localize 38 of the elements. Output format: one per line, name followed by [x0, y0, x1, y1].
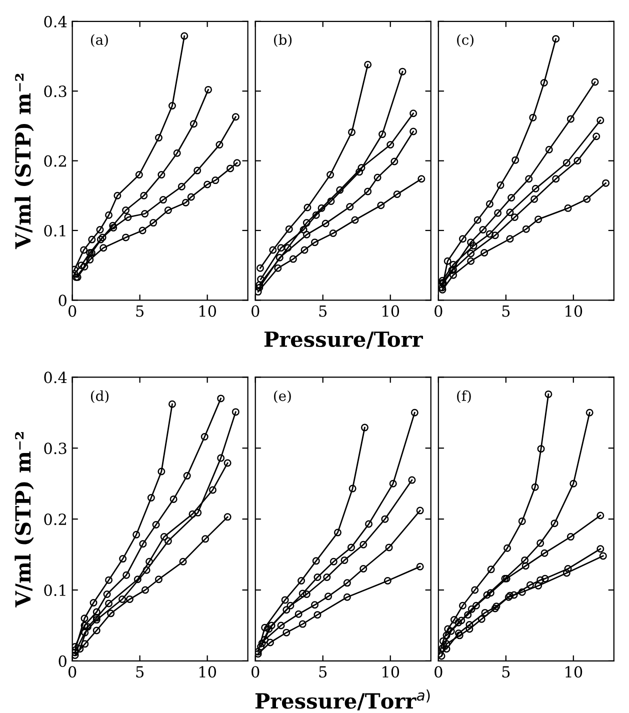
x-tick-label: 5 [319, 666, 327, 678]
x-tick-label: 5 [319, 306, 327, 317]
x-axis-title: Pressure/Torr [264, 332, 423, 349]
x-axis-title: Pressure/Torr$^{a)}$ [255, 689, 430, 710]
annotation: (a) [90, 34, 108, 47]
annotation: (b) [274, 34, 292, 47]
y-tick-label: 0.2 [44, 514, 66, 526]
annotation: (d) [90, 390, 109, 404]
x-tick-label: 5 [136, 306, 144, 317]
annotation: (c) [457, 34, 474, 47]
y-tick-label: 0.4 [44, 16, 67, 28]
y-tick-label: 0.1 [44, 584, 66, 596]
x-tick-label: 10 [382, 305, 400, 317]
x-tick-label: 0 [68, 305, 76, 317]
y-tick-label: 0 [58, 294, 66, 306]
x-tick-label: 5 [502, 666, 510, 678]
y-tick-label: 0.2 [44, 155, 66, 167]
y-tick-label: 0.3 [44, 86, 66, 98]
y-tick-label: 0.4 [44, 372, 67, 384]
x-tick-label: 5 [136, 666, 144, 678]
annotation: (e) [274, 390, 291, 404]
x-tick-label: 10 [199, 666, 216, 678]
x-tick-label: 5 [502, 306, 510, 317]
x-tick-label: 10 [566, 666, 582, 678]
x-tick-label: 10 [199, 305, 216, 317]
x-tick-label: 0 [252, 666, 260, 678]
x-tick-label: 0 [252, 305, 260, 317]
y-axis-title: V/ml (STP) m⁻² [14, 74, 34, 250]
y-axis-title: V/ml (STP) m⁻² [14, 432, 34, 608]
x-tick-label: 0 [434, 666, 442, 678]
annotation: (f) [457, 390, 471, 404]
x-tick-label: 10 [382, 666, 400, 678]
y-tick-label: 0.3 [44, 442, 66, 454]
x-tick-label: 0 [68, 666, 76, 678]
y-tick-label: 0.1 [44, 224, 66, 236]
x-tick-label: 10 [566, 305, 582, 317]
x-tick-label: 0 [434, 305, 442, 317]
y-tick-label: 0 [58, 655, 66, 667]
